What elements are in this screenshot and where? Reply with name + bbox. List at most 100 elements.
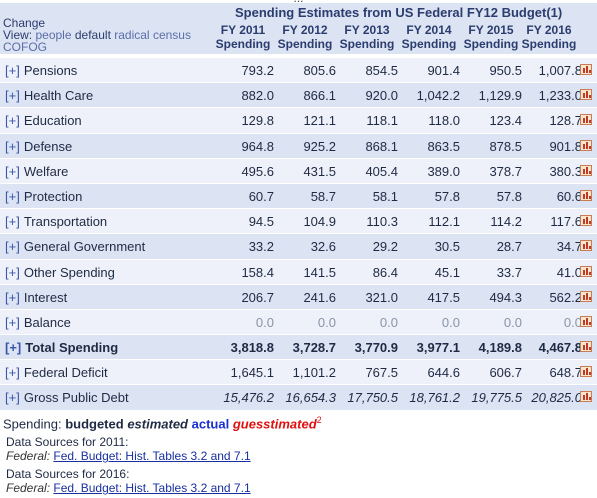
table-row: [+] Total Spending 3,818.8 3,728.7 3,770.9 3,… xyxy=(0,335,597,361)
expand-toggle[interactable]: [+] xyxy=(5,289,20,305)
column-header-2012[interactable]: FY 2012 Spending xyxy=(274,23,336,51)
row-name: Other Spending xyxy=(23,264,115,280)
cropped-caption: ... xyxy=(0,0,597,3)
cell-value: 805.6 xyxy=(303,63,336,78)
cell-value: 0.0 xyxy=(255,314,274,330)
cell-value: 117.6 xyxy=(550,214,582,230)
bar-chart-icon[interactable] xyxy=(580,139,592,151)
cell-value: 380.3 xyxy=(549,163,582,179)
bar-chart-icon[interactable] xyxy=(580,164,592,176)
expand-toggle[interactable]: [+] xyxy=(5,264,20,280)
cell-value: 606.7 xyxy=(489,365,522,381)
cell-value: 920.0 xyxy=(365,88,398,104)
cell-value: 644.6 xyxy=(427,365,460,381)
column-header-2015[interactable]: FY 2015 Spending xyxy=(460,23,522,51)
cell-value: 1,645.1 xyxy=(230,365,274,381)
column-header-2013[interactable]: FY 2013 Spending xyxy=(336,23,398,51)
bar-chart-icon[interactable] xyxy=(580,114,592,126)
source-link[interactable]: Fed. Budget: Hist. Tables 3.2 and 7.1 xyxy=(53,449,251,463)
row-label: [+] Federal Deficit xyxy=(5,365,108,380)
cell-value: 378.7 xyxy=(489,163,522,179)
cell-value: 17,750.5 xyxy=(347,390,398,406)
expand-toggle[interactable]: [+] xyxy=(5,365,20,381)
column-header-2014[interactable]: FY 2014 Spending xyxy=(398,23,460,51)
cell-value: 868.1 xyxy=(365,138,398,154)
cell-value: 767.5 xyxy=(365,365,398,381)
source-label: Federal: xyxy=(6,449,51,463)
view-prefix: View: xyxy=(3,28,33,42)
view-option-census[interactable]: census xyxy=(152,28,191,42)
expand-toggle[interactable]: [+] xyxy=(5,138,20,154)
cell-value: 0.0 xyxy=(441,314,460,330)
cell-value: 0.0 xyxy=(379,314,398,330)
view-controls: Change View: people default radical cens… xyxy=(3,17,191,53)
bar-chart-icon[interactable] xyxy=(580,240,592,252)
column-label: Spending xyxy=(277,37,333,51)
cell-value: 104.9 xyxy=(303,214,336,230)
cell-value: 562.2 xyxy=(549,289,582,305)
cell-value: 925.2 xyxy=(303,138,336,154)
change-link[interactable]: Change xyxy=(3,16,46,30)
bar-chart-icon[interactable] xyxy=(580,290,592,302)
bar-chart-icon[interactable] xyxy=(580,265,592,277)
cell-value: 431.5 xyxy=(303,163,336,179)
row-name: General Government xyxy=(23,239,146,255)
table-row: [+] Transportation 94.5 104.9 110.3 112.1 114.… xyxy=(0,209,597,235)
source-link[interactable]: Fed. Budget: Hist. Tables 3.2 and 7.1 xyxy=(53,481,251,495)
row-name: Transportation xyxy=(23,214,108,230)
cell-value: 206.7 xyxy=(241,289,274,305)
expand-toggle[interactable]: [+] xyxy=(5,239,20,255)
expand-toggle[interactable]: [+] xyxy=(5,390,20,406)
cell-value: 4,467.8 xyxy=(538,340,582,356)
cell-value: 58.1 xyxy=(372,188,398,204)
cell-value: 41.0 xyxy=(556,264,582,280)
view-option-cofog[interactable]: COFOG xyxy=(3,40,47,54)
cell-value: 866.1 xyxy=(303,88,336,104)
expand-toggle[interactable]: [+] xyxy=(5,113,20,129)
expand-toggle[interactable]: [+] xyxy=(5,163,20,179)
spending-table: [+] Pensions 793.2 805.6 854.5 901.4 950.5 1,00… xyxy=(0,58,597,411)
bar-chart-icon[interactable] xyxy=(580,64,592,75)
row-name: Interest xyxy=(23,289,68,305)
expand-toggle[interactable]: [+] xyxy=(5,63,20,78)
row-label: [+] Pensions xyxy=(5,63,77,78)
bar-chart-icon[interactable] xyxy=(580,89,592,101)
bar-chart-icon[interactable] xyxy=(580,315,592,327)
row-label: [+] Welfare xyxy=(5,164,68,179)
table-row: [+] Balance 0.0 0.0 0.0 0.0 0.0 0.0 xyxy=(0,309,597,336)
legend-guesstimated: guesstimated xyxy=(232,416,317,432)
cell-value: 118.1 xyxy=(366,113,398,129)
legend-footnote[interactable]: 2 xyxy=(316,415,322,425)
expand-toggle[interactable]: [+] xyxy=(5,214,20,230)
cell-value: 3,770.9 xyxy=(354,340,398,356)
cell-value: 60.7 xyxy=(248,188,274,204)
table-row: [+] Health Care 882.0 866.1 920.0 1,042.2 1,12… xyxy=(0,83,597,109)
expand-toggle[interactable]: [+] xyxy=(5,88,20,104)
cell-value: 57.8 xyxy=(496,188,522,204)
row-label: [+] Defense xyxy=(5,139,72,154)
legend-prefix: Spending: xyxy=(3,416,62,432)
column-label: Spending xyxy=(521,37,577,51)
bar-chart-icon[interactable] xyxy=(580,215,592,227)
column-header-2016[interactable]: FY 2016 Spending xyxy=(518,23,580,51)
cell-value: 495.6 xyxy=(241,163,274,179)
column-header-2011[interactable]: FY 2011 Spending xyxy=(212,23,274,51)
cell-value: 878.5 xyxy=(489,138,522,154)
cell-value: 45.1 xyxy=(434,264,460,280)
bar-chart-icon[interactable] xyxy=(580,391,592,403)
table-row: [+] Welfare 495.6 431.5 405.4 389.0 378.7 380.3 xyxy=(0,158,597,184)
legend-budgeted: budgeted xyxy=(65,416,124,432)
expand-toggle[interactable]: [+] xyxy=(5,314,20,330)
legend-estimated: estimated xyxy=(127,416,189,432)
bar-chart-icon[interactable] xyxy=(580,366,592,378)
bar-chart-icon[interactable] xyxy=(580,341,592,353)
row-name: Gross Public Debt xyxy=(23,390,129,406)
cell-value: 57.8 xyxy=(434,188,460,204)
expand-toggle[interactable]: [+] xyxy=(5,340,22,356)
bar-chart-icon[interactable] xyxy=(580,189,592,201)
expand-toggle[interactable]: [+] xyxy=(5,188,20,204)
column-label: Spending xyxy=(401,37,457,51)
view-option-people[interactable]: people xyxy=(35,28,72,42)
table-row: [+] Federal Deficit 1,645.1 1,101.2 767.5 644… xyxy=(0,360,597,386)
view-option-radical[interactable]: radical xyxy=(114,28,150,42)
